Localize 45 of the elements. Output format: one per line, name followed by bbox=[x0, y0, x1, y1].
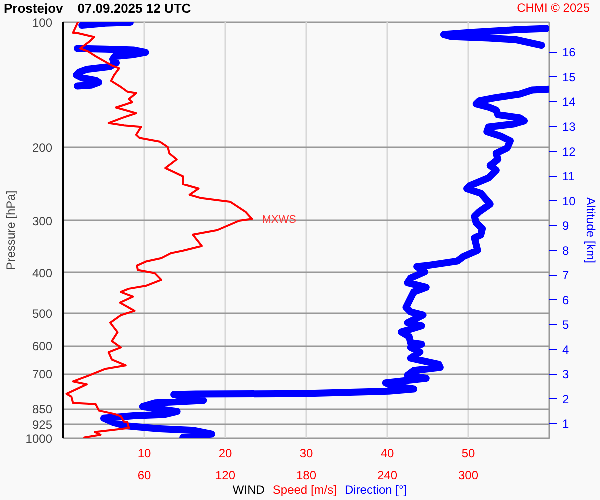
y2-axis-title: Altitude [km] bbox=[584, 197, 598, 264]
text: Direction [°] bbox=[344, 483, 408, 497]
y-tick-label: 200 bbox=[32, 141, 53, 156]
y-tick-label: 100 bbox=[32, 16, 53, 30]
y2-tick-label: 14 bbox=[562, 95, 576, 110]
y2-tick-label: 2 bbox=[562, 392, 570, 406]
x2-tick-label: 240 bbox=[377, 468, 398, 482]
y2-tick-label: 13 bbox=[562, 120, 576, 134]
text: CHMI © 2025 bbox=[517, 0, 590, 17]
x2-tick-label: 180 bbox=[296, 468, 317, 482]
x2-tick-label: 300 bbox=[458, 468, 479, 482]
y2-tick-label: 15 bbox=[562, 70, 576, 84]
y2-tick-label: 10 bbox=[562, 194, 576, 208]
annotation: MXWS bbox=[262, 214, 296, 226]
x2-tick-label: 120 bbox=[215, 468, 236, 482]
y-tick-label: 700 bbox=[32, 368, 53, 382]
y2-tick-label: 7 bbox=[562, 268, 570, 283]
y-tick-label: 600 bbox=[32, 340, 53, 354]
x-tick-label: 10 bbox=[138, 446, 152, 460]
x2-tick-label: 60 bbox=[138, 468, 152, 482]
text: Speed [m/s] bbox=[272, 483, 337, 497]
y2-tick-label: 5 bbox=[562, 318, 570, 332]
y2-tick-label: 11 bbox=[562, 170, 576, 184]
y2-tick-label: 16 bbox=[562, 46, 576, 60]
chart-title: Prostejov 07.09.2025 12 UTC bbox=[4, 0, 192, 18]
y-tick-label: 300 bbox=[32, 214, 53, 228]
y2-tick-label: 4 bbox=[562, 342, 570, 357]
line-series bbox=[66, 22, 254, 438]
y2-tick-label: 8 bbox=[562, 244, 570, 258]
x-axis-title: WIND bbox=[232, 483, 265, 497]
y-tick-label: 1000 bbox=[26, 432, 53, 446]
y2-tick-label: 12 bbox=[562, 144, 576, 159]
y-tick-label: 850 bbox=[32, 402, 53, 417]
y2-tick-label: 9 bbox=[562, 219, 570, 234]
y-axis-title: Pressure [hPa] bbox=[4, 190, 18, 270]
y-tick-label: 400 bbox=[32, 266, 53, 280]
y2-tick-label: 6 bbox=[562, 293, 570, 308]
y2-tick-label: 1 bbox=[562, 417, 570, 432]
x-tick-label: 40 bbox=[380, 446, 394, 460]
y-tick-label: 925 bbox=[32, 418, 53, 432]
y-tick-label: 500 bbox=[32, 306, 53, 321]
x-tick-label: 30 bbox=[300, 446, 314, 460]
y2-tick-label: 3 bbox=[562, 368, 570, 382]
x-tick-label: 50 bbox=[462, 446, 476, 460]
x-tick-label: 20 bbox=[218, 446, 232, 460]
